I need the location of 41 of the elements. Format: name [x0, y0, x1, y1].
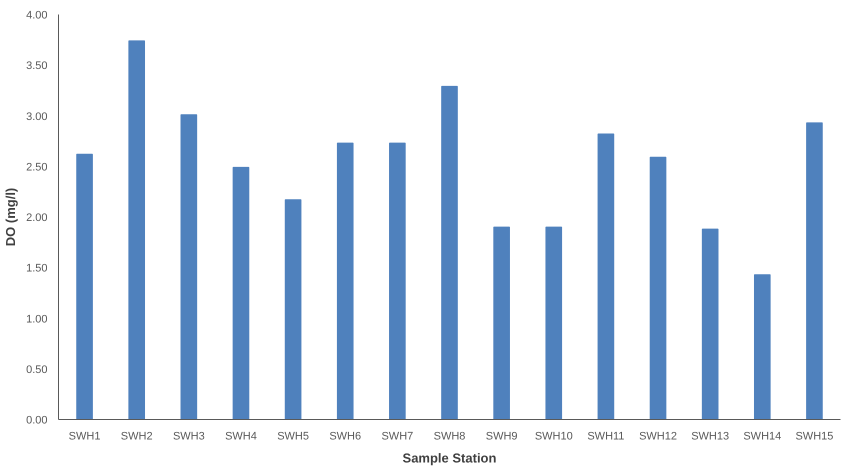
bar [545, 226, 562, 420]
y-tick-label: 1.00 [26, 313, 48, 326]
y-tick-label: 1.50 [26, 262, 48, 275]
x-tick-label: SWH8 [434, 430, 466, 442]
bar [702, 228, 718, 420]
bar [336, 142, 354, 420]
y-tick-label: 2.00 [26, 212, 48, 224]
y-tick-label: 0.00 [26, 414, 48, 426]
x-tick-label: SWH9 [486, 430, 518, 442]
bar [284, 199, 302, 420]
bar [76, 154, 93, 420]
y-tick-label: 4.00 [26, 10, 48, 22]
x-tick-label: SWH1 [68, 430, 100, 442]
x-tick-label: SWH11 [587, 430, 624, 442]
x-tick-label: SWH4 [225, 430, 257, 442]
bar [754, 274, 771, 420]
x-tick-label: SWH7 [381, 430, 414, 442]
x-axis-title: Sample Station [402, 450, 497, 466]
y-axis-title: DO (mg/l) [3, 188, 18, 246]
x-tick-label: SWH5 [277, 430, 309, 442]
y-tick-label: 0.50 [26, 364, 48, 376]
x-tick-label: SWH2 [120, 430, 153, 442]
bar [493, 226, 510, 420]
bar [128, 40, 146, 420]
x-tick-label: SWH3 [172, 430, 205, 442]
y-tick-label: 3.50 [26, 60, 48, 72]
x-tick-label: SWH6 [329, 430, 362, 442]
x-tick-label: SWH15 [795, 430, 834, 442]
x-tick-label: SWH10 [534, 430, 573, 442]
bar [806, 122, 823, 420]
x-tick-label: SWH13 [691, 430, 730, 442]
bar [650, 156, 666, 420]
bar [441, 86, 458, 420]
y-tick-label: 3.00 [26, 110, 48, 123]
y-tick-label: 2.50 [26, 161, 48, 174]
bar [180, 114, 198, 420]
bar [232, 166, 250, 420]
x-tick-label: SWH14 [743, 430, 782, 442]
x-tick-label: SWH12 [639, 430, 677, 442]
bar [389, 142, 406, 420]
bar [598, 133, 614, 420]
